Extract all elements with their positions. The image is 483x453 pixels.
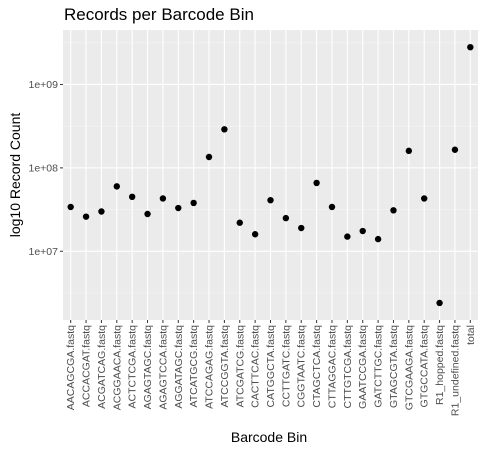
x-tick-label: AACAGCGA.fastq xyxy=(65,325,77,410)
x-tick-label: CTTGTCGA.fastq xyxy=(342,325,354,409)
x-tick-label: AGAGTAGC.fastq xyxy=(142,325,154,410)
x-tick-label: GTGCCATA.fastq xyxy=(419,325,431,408)
x-tick-label: R1_hopped.fastq xyxy=(434,325,446,405)
data-point xyxy=(98,208,105,215)
data-point xyxy=(421,195,428,202)
data-point xyxy=(328,203,336,211)
x-tick-label: CTAGCTCA.fastq xyxy=(311,325,323,408)
data-point xyxy=(374,235,382,243)
data-point xyxy=(390,207,397,214)
x-tick-label: ATCGATCG.fastq xyxy=(234,325,246,408)
data-point xyxy=(251,231,259,238)
x-tick-label: total xyxy=(465,325,477,345)
data-points xyxy=(67,43,474,307)
data-point xyxy=(82,213,90,220)
y-tick-label: 1e+08 xyxy=(29,162,59,174)
data-point xyxy=(359,227,366,235)
data-point xyxy=(221,126,228,133)
data-point xyxy=(298,224,305,232)
x-tick-label: CATGGCTA.fastq xyxy=(265,325,277,408)
data-point xyxy=(436,299,443,307)
data-point xyxy=(405,147,413,155)
data-point xyxy=(236,219,243,226)
y-tick-label: 1e+09 xyxy=(29,79,59,91)
x-tick-label: GTCGAAGA.fastq xyxy=(403,325,415,410)
x-tick-label: ACCACGAT.fastq xyxy=(81,325,93,407)
x-tick-label: CTTAGGAC.fastq xyxy=(326,325,338,408)
data-point xyxy=(67,203,74,211)
major-gridlines xyxy=(63,30,478,320)
data-point xyxy=(159,195,167,202)
data-point xyxy=(451,146,459,153)
x-axis: AACAGCGA.fastq ACCACGAT.fastq ACGATCAG.fas… xyxy=(65,320,477,416)
x-tick-label: GATCTTGC.fastq xyxy=(373,325,385,408)
y-axis-title: log10 Record Count xyxy=(7,113,23,238)
chart-title: Records per Barcode Bin xyxy=(64,5,254,24)
x-tick-label: ACTCTCGA.fastq xyxy=(127,325,139,409)
data-point xyxy=(144,210,151,218)
data-point xyxy=(313,179,320,187)
data-point xyxy=(128,193,136,201)
data-point xyxy=(190,199,197,207)
x-tick-label: AGGATAGC.fastq xyxy=(173,325,185,409)
data-point xyxy=(282,214,290,222)
x-tick-label: ATCATGCG.fastq xyxy=(188,325,200,408)
x-tick-label: CGGTAATC.fastq xyxy=(296,325,308,408)
x-tick-label: AGAGTCCA.fastq xyxy=(157,325,169,410)
x-tick-label: R1_undefined.fastq xyxy=(449,325,461,416)
x-tick-label: ACGATCAG.fastq xyxy=(96,325,108,409)
data-point xyxy=(344,233,351,240)
x-tick-label: CACTTCAC.fastq xyxy=(250,325,262,408)
y-axis: 1e+07 1e+08 1e+09 xyxy=(29,79,63,258)
data-point xyxy=(205,153,213,161)
x-tick-label: ACGGAACA.fastq xyxy=(111,325,123,410)
x-tick-label: GTAGCGTA.fastq xyxy=(388,325,400,408)
x-tick-label: CCTTGATC.fastq xyxy=(280,325,292,407)
x-tick-label: ATCCGGTA.fastq xyxy=(219,325,231,408)
x-tick-label: ATCCAGAG.fastq xyxy=(204,325,216,409)
data-point xyxy=(175,204,182,212)
x-axis-title: Barcode Bin xyxy=(231,429,307,445)
y-tick-label: 1e+07 xyxy=(29,246,59,258)
data-point xyxy=(467,43,474,51)
data-point xyxy=(113,183,120,190)
x-tick-label: GAATCCGA.fastq xyxy=(357,325,369,409)
data-point xyxy=(267,196,274,204)
